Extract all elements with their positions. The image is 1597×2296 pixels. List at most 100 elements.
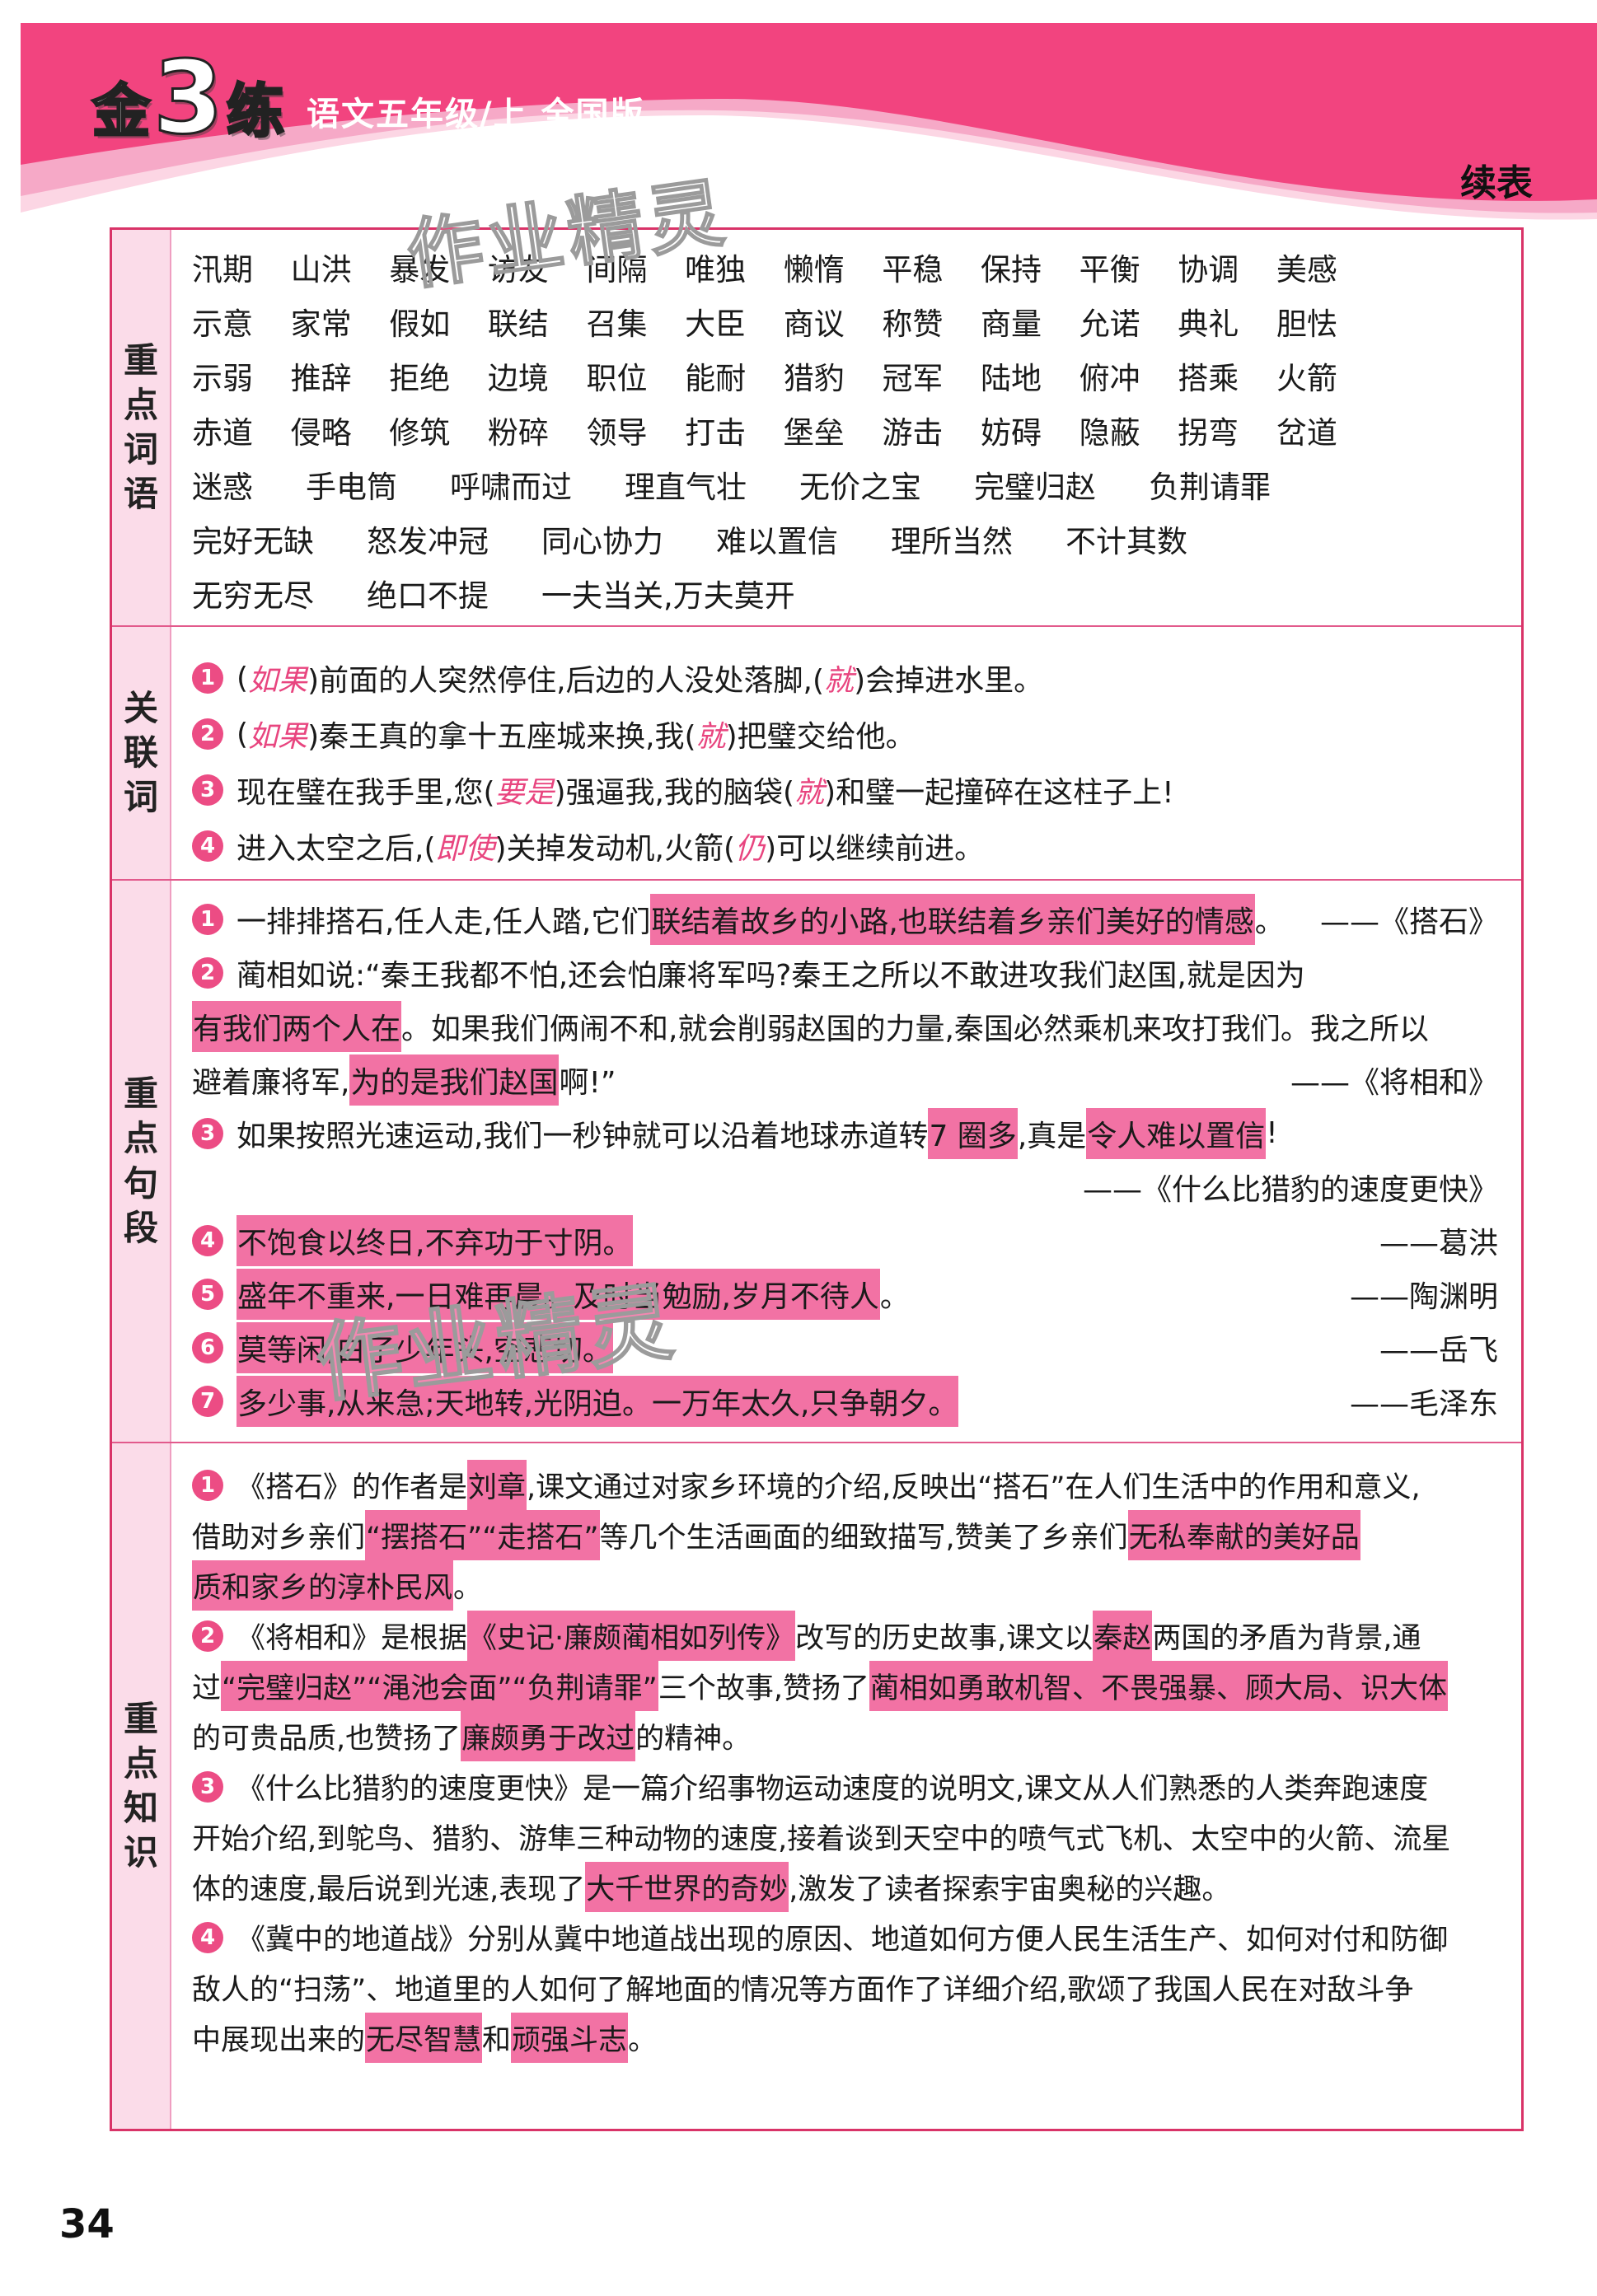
- word: 一夫当关,万夫莫开: [541, 578, 795, 614]
- section-label-char: 点: [123, 1742, 158, 1784]
- text-line: 5 盛年不重来,一日难再晨。及时当勉励,岁月不待人。 ——陶渊明: [192, 1267, 1498, 1321]
- word: 完璧归赵: [974, 470, 1096, 505]
- text-segment: )和璧一起撞碎在这柱子上!: [824, 776, 1174, 810]
- text-segment: 和: [482, 2024, 512, 2057]
- text-line: 4 进入太空之后,(即使)关掉发动机,火箭(仍)可以继续前进。: [192, 818, 1498, 874]
- text-segment: ,真是: [1017, 1119, 1087, 1153]
- text-segment: 避着廉将军,: [192, 1065, 350, 1100]
- word-row: 汛期 山洪 暴发 访友 间隔 唯独 懒惰 平稳 保持 平衡 协调 美感: [192, 240, 1337, 294]
- word: 允诺: [1079, 306, 1140, 342]
- word-row: 无穷无尽 绝口不提 一夫当关,万夫莫开: [192, 566, 1498, 620]
- word-row: 赤道 侵略 修筑 粉碎 领导 打击 堡垒 游击 妨碍 隐蔽 拐弯 岔道: [192, 403, 1337, 457]
- text-segment: !: [1266, 1116, 1278, 1150]
- highlighted-text: 刘章: [467, 1460, 527, 1510]
- word: 示意: [192, 306, 253, 342]
- text-segment: 。: [453, 1572, 483, 1605]
- text-segment: 过: [192, 1672, 222, 1705]
- word: 难以置信: [716, 524, 838, 559]
- text-segment: 两国的矛盾为背景,通: [1152, 1622, 1421, 1655]
- highlighted-text: 秦赵: [1093, 1611, 1153, 1661]
- item-number-badge: 4: [192, 1921, 223, 1953]
- word: 冠军: [882, 361, 944, 396]
- word: 游击: [882, 415, 944, 451]
- text-line: 开始介绍,到鸵鸟、猎豹、游隼三种动物的速度,接着谈到天空中的喷气式飞机、太空中的…: [192, 1812, 1498, 1862]
- text-segment: (: [237, 661, 249, 695]
- text-segment: 改写的历史故事,课文以: [795, 1622, 1094, 1655]
- word: 商议: [783, 306, 845, 342]
- text-segment: )会掉进水里。: [854, 664, 1044, 698]
- word: 猎豹: [783, 361, 845, 396]
- filled-answer: 如果: [248, 664, 308, 698]
- word: 平衡: [1079, 252, 1140, 288]
- logo-char-lian: 练: [225, 77, 285, 145]
- word: 陆地: [981, 361, 1042, 396]
- word: 无价之宝: [799, 470, 921, 505]
- word-row: 示意 家常 假如 联结 召集 大臣 商议 称赞 商量 允诺 典礼 胆怯: [192, 294, 1337, 348]
- highlighted-text: 有我们两个人在: [192, 1000, 402, 1052]
- edition-subtitle: 语文五年级/上 全国版: [307, 96, 645, 133]
- text-segment: 。如果我们俩闹不和,就会削弱赵国的力量,秦国必然乘机来攻打我们。我之所以: [401, 1012, 1429, 1046]
- word: 怒发冲冠: [367, 524, 489, 559]
- text-segment: 。: [628, 2024, 658, 2057]
- highlighted-text: 为的是我们赵国: [349, 1054, 560, 1106]
- highlighted-text: 无尽智慧: [365, 2013, 483, 2063]
- word: 能耐: [685, 361, 747, 396]
- text-line: 4 不饱食以终日,不弃功于寸阴。 ——葛洪: [192, 1213, 1498, 1267]
- text-line: 敌人的“扫荡”、地道里的人如何了解地面的情况等方面作了详细介绍,歌颂了我国人民在…: [192, 1962, 1498, 2013]
- word: 拒绝: [389, 361, 451, 396]
- attribution: ——岳飞: [1379, 1333, 1498, 1368]
- section-content-conjunctions: 1(如果)前面的人突然停住,后边的人没处落脚,(就)会掉进水里。 2(如果)秦王真…: [171, 627, 1521, 879]
- text-segment: 。: [1254, 905, 1285, 939]
- highlighted-text: 《史记·廉颇蔺相如列传》: [467, 1611, 796, 1661]
- continued-table-label: 续表: [1460, 162, 1533, 204]
- text-segment: )秦王真的拿十五座城来换,我(: [307, 720, 696, 754]
- section-label-char: 知: [123, 1788, 158, 1828]
- word: 侵略: [290, 415, 352, 451]
- word-row: 完好无缺 怒发冲冠 同心协力 难以置信 理所当然 不计其数: [192, 512, 1498, 566]
- text-segment: )强逼我,我的脑袋(: [554, 776, 795, 810]
- word: 推辞: [290, 361, 352, 396]
- section-label-char: 句: [123, 1162, 158, 1204]
- section-label-char: 重: [123, 1073, 158, 1115]
- text-line: 1 (如果)前面的人突然停住,后边的人没处落脚,(就)会掉进水里。: [192, 650, 1498, 706]
- page-number: 34: [59, 2201, 115, 2247]
- text-line: 6 莫等闲,白了少年头,空悲切。 ——岳飞: [192, 1321, 1498, 1374]
- item-number-badge: 4: [192, 1224, 223, 1256]
- word: 理直气壮: [625, 470, 747, 505]
- word: 联结: [487, 306, 549, 342]
- word: 大臣: [685, 306, 747, 342]
- text-segment: 《搭石》的作者是: [237, 1471, 468, 1504]
- section-label-char: 重: [123, 1698, 158, 1739]
- section-label-char: 重: [123, 339, 158, 381]
- word: 完好无缺: [192, 524, 314, 559]
- attribution: ——陶渊明: [1349, 1279, 1498, 1314]
- text-segment: (: [237, 717, 249, 751]
- word: 美感: [1276, 252, 1337, 288]
- text-line: 中展现出来的 无尽智慧和顽强斗志。: [192, 2013, 1498, 2063]
- section-label-char: 词: [123, 429, 158, 470]
- word: 火箭: [1276, 361, 1337, 396]
- highlighted-text: 7 圈多: [928, 1107, 1018, 1159]
- word: 暴发: [389, 252, 451, 288]
- word-row: 迷惑 手电筒 呼啸而过 理直气壮 无价之宝 完璧归赵 负荆请罪: [192, 457, 1498, 512]
- text-line: 1 《搭石》的作者是 刘章 ,课文通过对家乡环境的介绍,反映出“搭石”在人们生活中的作…: [192, 1460, 1498, 1510]
- section-key-words: 重点词语汛期 山洪 暴发 访友 间隔 唯独 懒惰 平稳 保持 平衡 协调 美感 示意 家常 假如 联结 召集 大臣…: [112, 230, 1521, 627]
- text-segment: )可以继续前进。: [765, 832, 985, 866]
- section-label-key-words: 重点词语: [112, 230, 171, 625]
- word: 修筑: [389, 415, 451, 451]
- word: 间隔: [586, 252, 648, 288]
- word: 平稳: [882, 252, 944, 288]
- text-segment: 中展现出来的: [192, 2024, 366, 2057]
- text-line: ——《什么比猎豹的速度更快》: [192, 1160, 1498, 1213]
- text-line: 体的速度,最后说到光速,表现了 大千世界的奇妙 ,激发了读者探索宇宙奥秘的兴趣。: [192, 1862, 1498, 1912]
- highlighted-text: 不饱食以终日,不弃功于寸阴。: [237, 1214, 634, 1266]
- filled-answer: 要是: [494, 776, 555, 810]
- word: 访友: [487, 252, 549, 288]
- text-segment: )关掉发动机,火箭(: [494, 832, 736, 866]
- word: 懒惰: [783, 252, 845, 288]
- word: 家常: [290, 306, 352, 342]
- section-key-sentences: 重点句段 1 一排排搭石,任人走,任人踏,它们 联结着故乡的小路,也联结着乡亲们美好的…: [112, 881, 1521, 1443]
- item-number-badge: 2: [192, 1620, 223, 1652]
- item-number-badge: 2: [192, 718, 223, 750]
